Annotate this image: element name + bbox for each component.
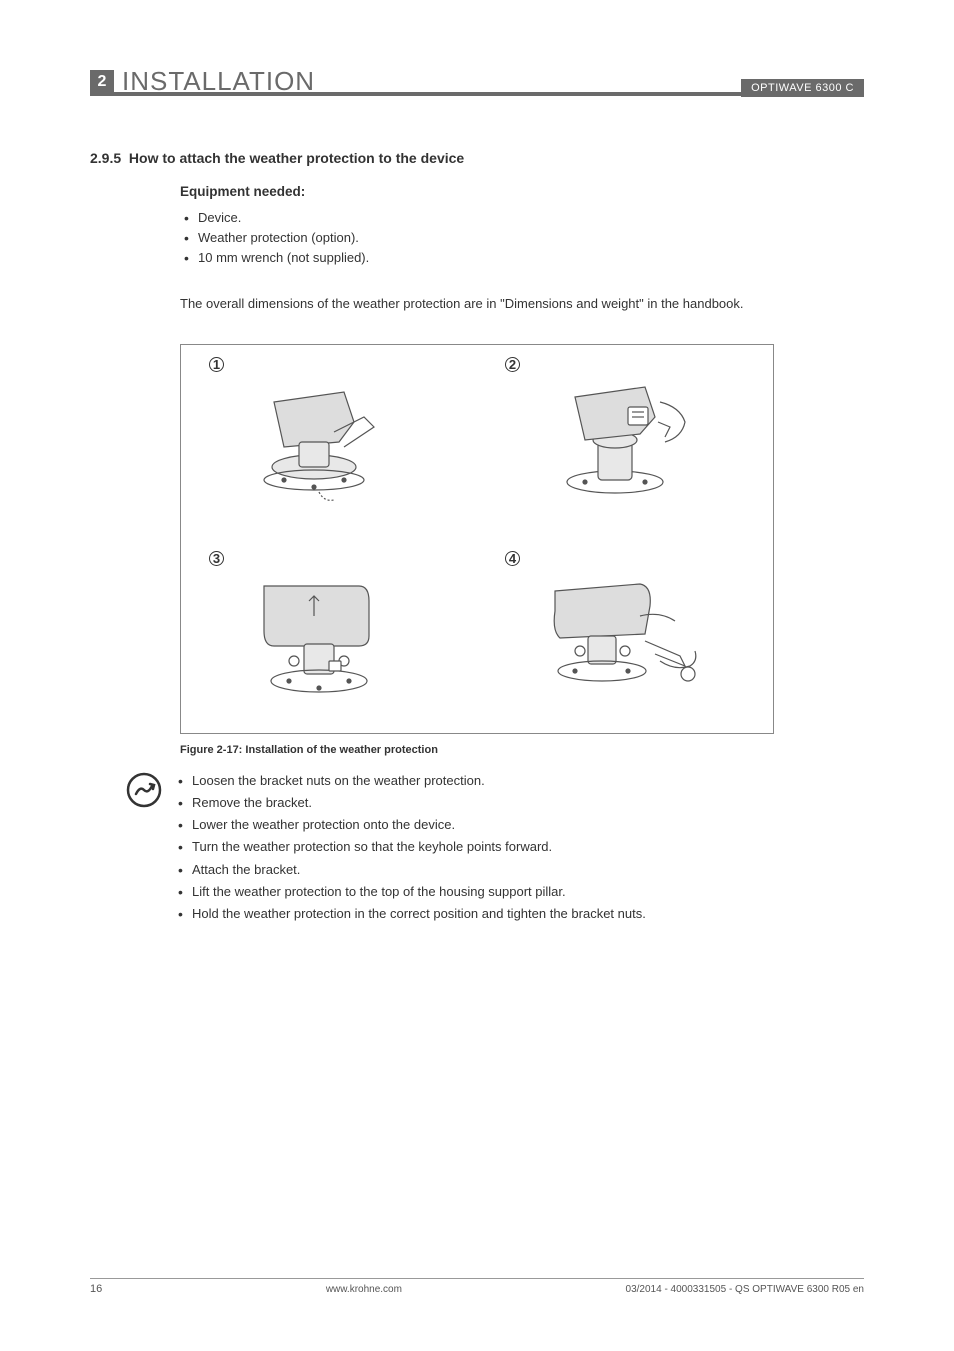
step-item: Lift the weather protection to the top o… [178,881,646,903]
action-icon [126,772,162,808]
equipment-item: Device. [180,207,864,227]
section-number-badge: 2 [90,70,114,94]
device-sketch-1 [244,372,414,512]
device-sketch-2 [540,372,710,512]
panel-number: 4 [505,551,520,566]
subsection-title-text: How to attach the weather protection to … [129,150,464,166]
figure-panel-1: 1 [181,345,477,539]
figure-panel-4: 4 [477,539,773,733]
equipment-item: 10 mm wrench (not supplied). [180,247,864,267]
device-sketch-4 [540,566,710,706]
figure-panel-2: 2 [477,345,773,539]
step-item: Loosen the bracket nuts on the weather p… [178,770,646,792]
steps-list: Loosen the bracket nuts on the weather p… [178,770,646,925]
step-item: Remove the bracket. [178,792,646,814]
equipment-heading: Equipment needed: [180,184,864,199]
figure-grid: 1 [181,345,773,733]
footer-doc-info: 03/2014 - 4000331505 - QS OPTIWAVE 6300 … [626,1284,864,1295]
step-item: Attach the bracket. [178,859,646,881]
step-item: Lower the weather protection onto the de… [178,814,646,836]
figure-container: 1 [180,344,774,756]
header-rule [90,92,864,96]
indented-content: Equipment needed: Device. Weather protec… [180,184,864,925]
equipment-list: Device. Weather protection (option). 10 … [180,207,864,267]
page-footer: 16 www.krohne.com 03/2014 - 4000331505 -… [90,1278,864,1295]
panel-number: 2 [505,357,520,372]
panel-number: 1 [209,357,224,372]
steps-section: Loosen the bracket nuts on the weather p… [180,770,864,925]
body-paragraph: The overall dimensions of the weather pr… [180,295,864,314]
panel-number: 3 [209,551,224,566]
footer-url: www.krohne.com [326,1284,402,1295]
step-item: Turn the weather protection so that the … [178,836,646,858]
device-sketch-3 [244,566,414,706]
figure-caption: Figure 2-17: Installation of the weather… [180,744,774,756]
subsection-heading: 2.9.5 How to attach the weather protecti… [90,150,864,166]
figure-panel-3: 3 [181,539,477,733]
step-item: Hold the weather protection in the corre… [178,903,646,925]
equipment-item: Weather protection (option). [180,227,864,247]
figure-frame: 1 [180,344,774,734]
page-number: 16 [90,1283,102,1295]
subsection-number: 2.9.5 [90,150,121,166]
page-content: 2.9.5 How to attach the weather protecti… [90,150,864,925]
